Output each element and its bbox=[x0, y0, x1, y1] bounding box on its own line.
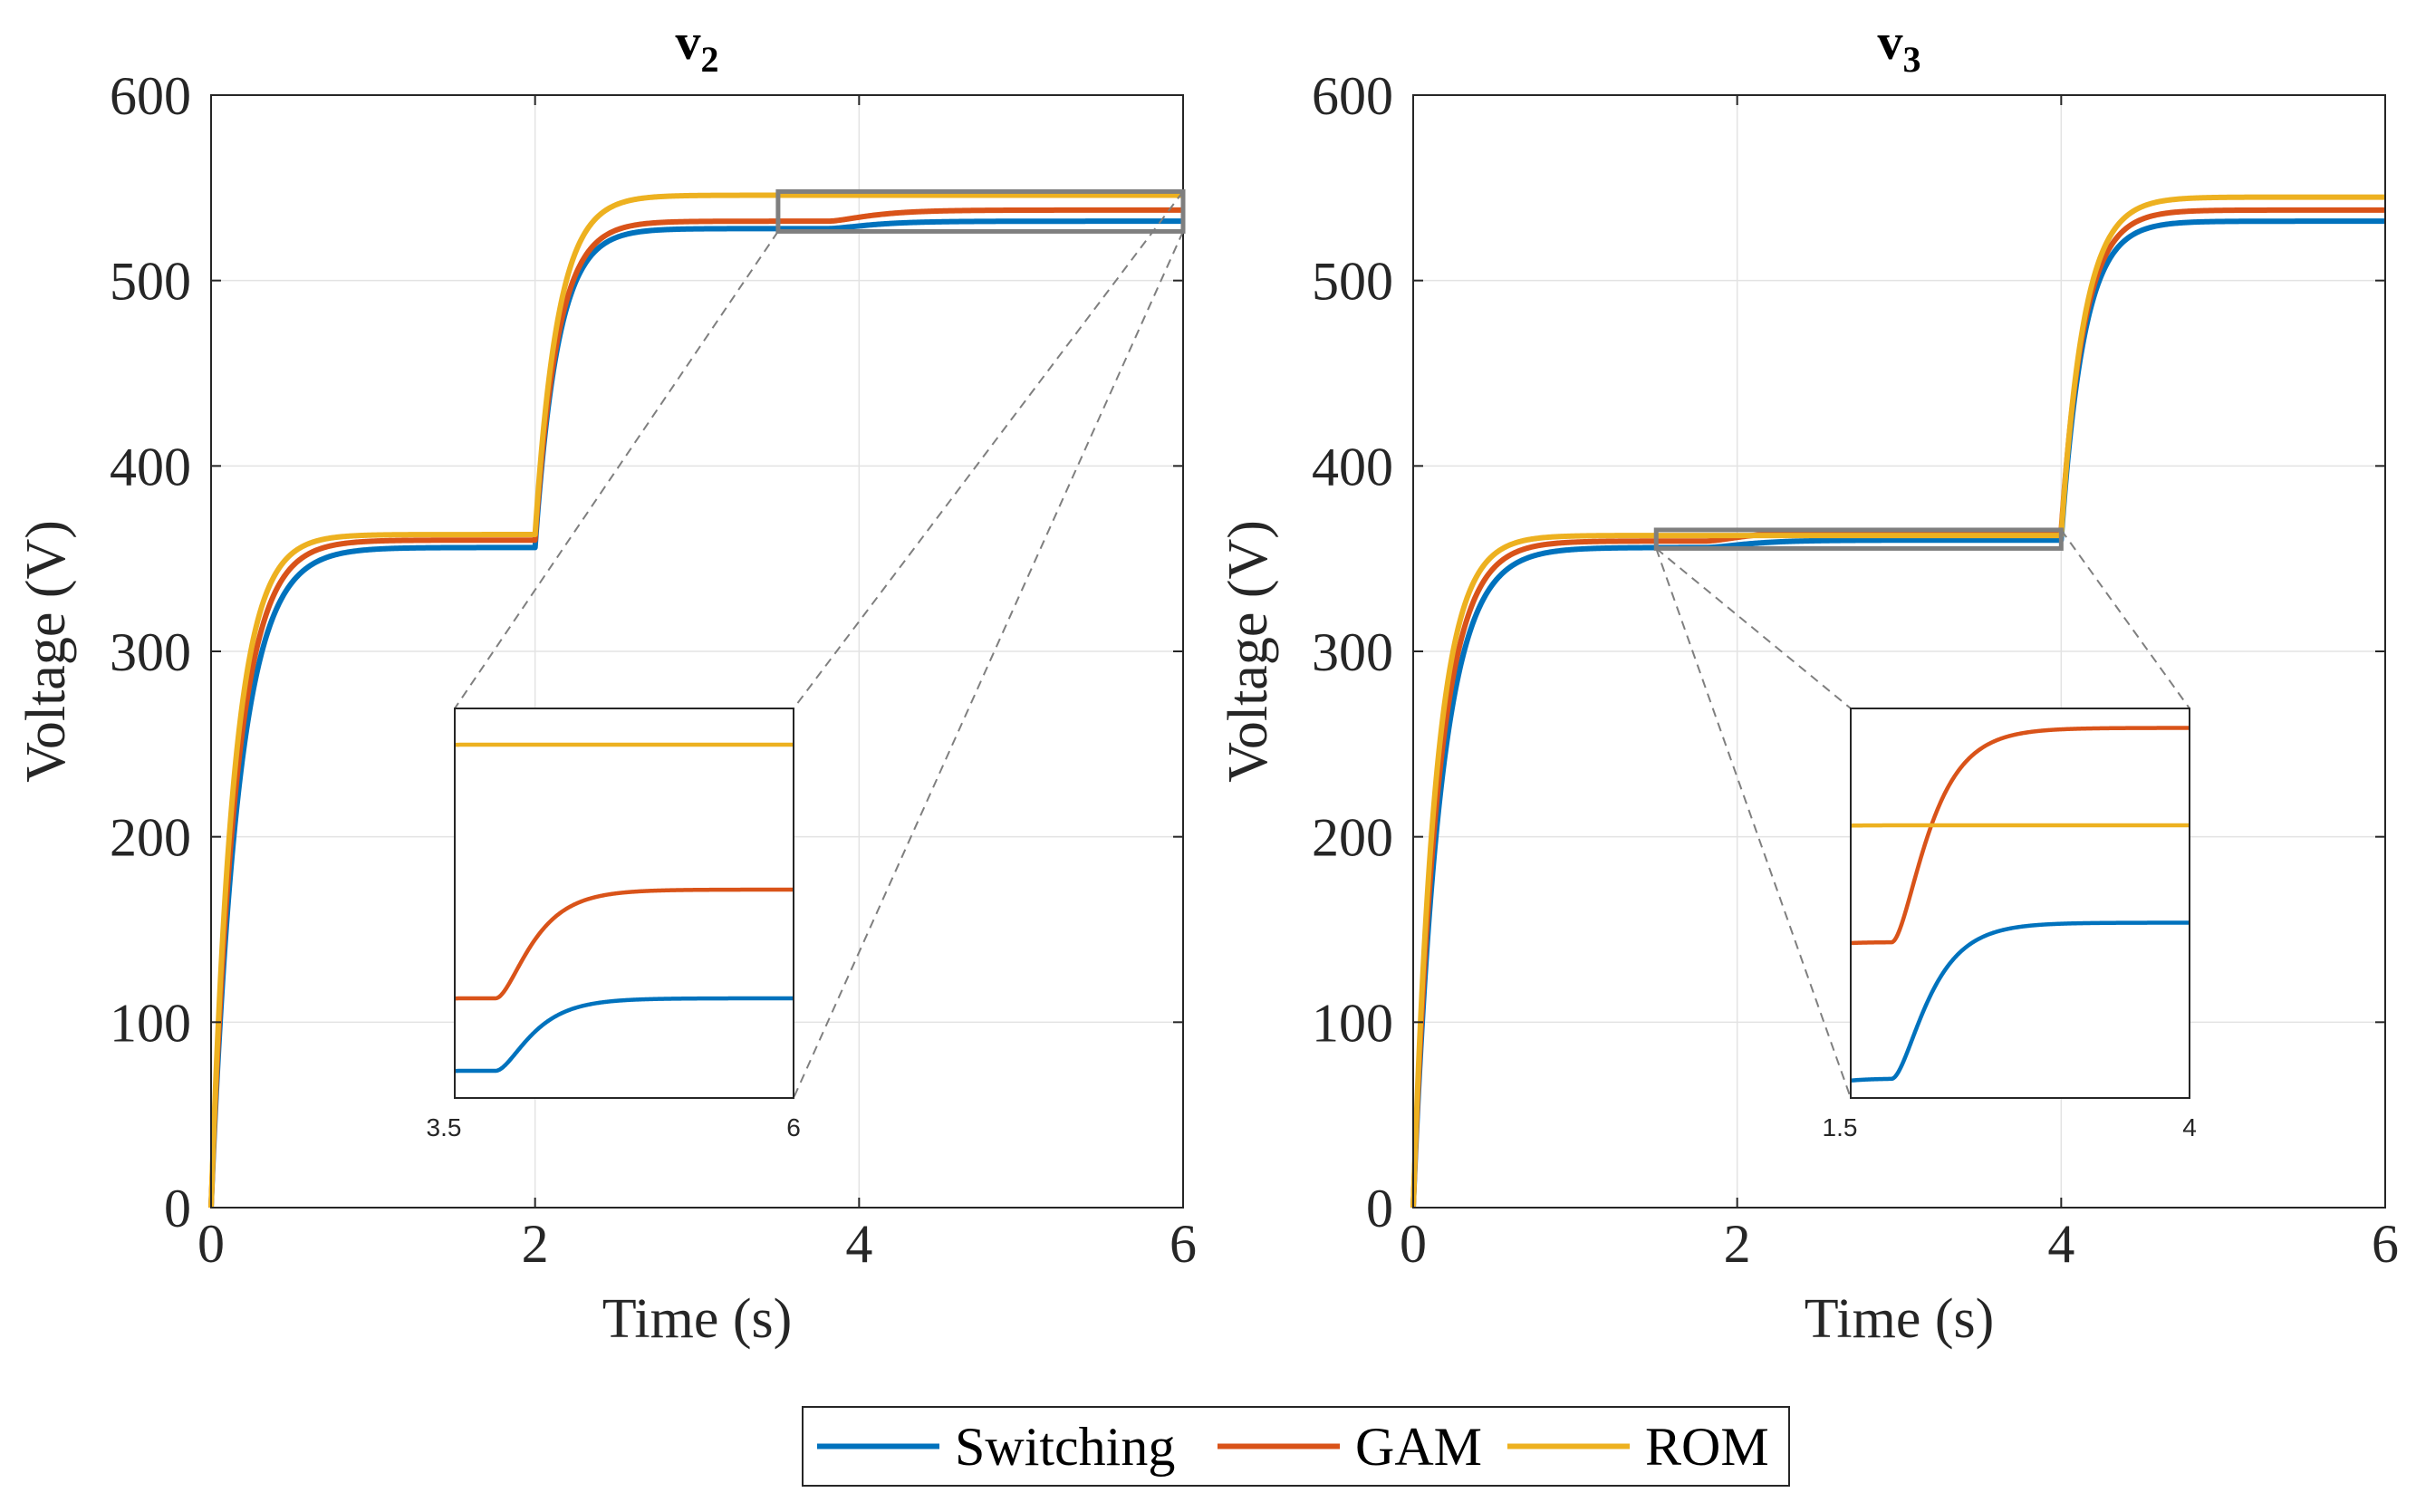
inset-series-line-switching bbox=[1851, 920, 2190, 1083]
chart-title-subscript: 2 bbox=[701, 39, 719, 80]
x-tick-label: 0 bbox=[1400, 1214, 1427, 1274]
legend: Switching GAM ROM bbox=[802, 1406, 1790, 1487]
legend-label-switching: Switching bbox=[955, 1417, 1175, 1477]
inset-x-tick-label: 4 bbox=[2182, 1113, 2197, 1141]
y-tick-label: 300 bbox=[1312, 622, 1393, 682]
y-tick-label: 0 bbox=[1366, 1179, 1393, 1238]
y-tick-label: 600 bbox=[1312, 66, 1393, 126]
zoom-connector bbox=[1655, 548, 1852, 1099]
series-line-rom bbox=[208, 192, 1185, 1209]
y-tick-label: 100 bbox=[110, 993, 191, 1053]
zoom-connector bbox=[1655, 547, 1852, 709]
x-tick-label: 4 bbox=[2047, 1214, 2074, 1274]
chart-title-main: v bbox=[1878, 14, 1903, 71]
chart-v2: 0 2 4 6 0 100 200 300 400 500 600 Time (s) Voltage (… bbox=[15, 14, 1197, 1350]
x-axis-label: Time (s) bbox=[602, 1288, 793, 1350]
series-line-switching bbox=[208, 218, 1185, 1209]
y-axis-label: Voltage (V) bbox=[15, 520, 77, 783]
x-tick-label: 6 bbox=[2372, 1214, 2399, 1274]
y-tick-label: 600 bbox=[110, 66, 191, 126]
chart-title: v3 bbox=[1878, 14, 1921, 80]
y-tick-label: 300 bbox=[110, 622, 191, 682]
series-line-switching bbox=[1410, 218, 2387, 1209]
inset-box bbox=[1850, 708, 2190, 1099]
zoom-connector bbox=[2060, 529, 2190, 709]
zoom-region-box bbox=[1653, 527, 2064, 551]
inset-series-line-gam bbox=[1851, 726, 2190, 946]
inset-x-tick-label: 6 bbox=[786, 1113, 801, 1141]
y-tick-label: 400 bbox=[1312, 437, 1393, 496]
y-tick-label: 0 bbox=[164, 1179, 191, 1238]
inset-series-line-gam bbox=[455, 887, 794, 1001]
inset-axes: 1.5 4 bbox=[1823, 708, 2197, 1141]
chart-title: v2 bbox=[676, 14, 719, 80]
y-tick-label: 500 bbox=[110, 252, 191, 312]
y-tick-label: 200 bbox=[1312, 808, 1393, 868]
series-line-gam bbox=[208, 207, 1185, 1209]
y-axis-label: Voltage (V) bbox=[1218, 520, 1279, 783]
inset-background bbox=[455, 708, 794, 1098]
x-tick-label: 6 bbox=[1169, 1214, 1197, 1274]
inset-axes: 3.5 6 bbox=[427, 708, 801, 1141]
y-tick-label: 200 bbox=[110, 808, 191, 868]
y-tick-label: 400 bbox=[110, 437, 191, 496]
legend-label-gam: GAM bbox=[1355, 1417, 1482, 1477]
inset-box bbox=[454, 708, 794, 1099]
inset-x-tick-label: 1.5 bbox=[1823, 1113, 1858, 1141]
y-tick-label: 100 bbox=[1312, 993, 1393, 1053]
zoom-region-box bbox=[775, 188, 1186, 234]
inset-x-tick-label: 3.5 bbox=[427, 1113, 462, 1141]
chart-title-subscript: 3 bbox=[1903, 39, 1921, 80]
zoom-connector bbox=[793, 231, 1184, 1099]
chart-title-main: v bbox=[676, 14, 701, 71]
zoom-connector bbox=[454, 230, 779, 709]
series-line-rom bbox=[1410, 194, 2387, 1209]
x-tick-label: 2 bbox=[1724, 1214, 1751, 1274]
legend-label-rom: ROM bbox=[1645, 1417, 1769, 1477]
x-tick-label: 0 bbox=[197, 1214, 225, 1274]
y-tick-label: 500 bbox=[1312, 252, 1393, 312]
x-axis-label: Time (s) bbox=[1805, 1288, 1995, 1350]
inset-background bbox=[1851, 708, 2190, 1098]
chart-v3: 0 2 4 6 0 100 200 300 400 500 600 Time (s) Voltage (… bbox=[1218, 14, 2399, 1350]
x-tick-label: 2 bbox=[522, 1214, 549, 1274]
zoom-connector bbox=[793, 190, 1184, 709]
inset-series-line-switching bbox=[455, 996, 794, 1074]
x-tick-label: 4 bbox=[845, 1214, 872, 1274]
